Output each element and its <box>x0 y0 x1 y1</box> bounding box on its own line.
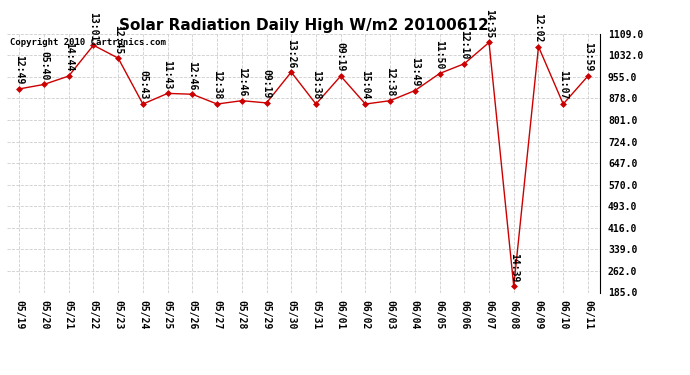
Text: 12:46: 12:46 <box>237 67 247 96</box>
Text: 12:49: 12:49 <box>14 56 24 85</box>
Text: 11:43: 11:43 <box>163 60 172 89</box>
Text: 14:44: 14:44 <box>63 42 74 72</box>
Text: 11:07: 11:07 <box>558 70 568 100</box>
Text: 12:38: 12:38 <box>385 67 395 96</box>
Text: 12:45: 12:45 <box>113 25 123 54</box>
Text: 15:04: 15:04 <box>360 70 371 100</box>
Text: 12:10: 12:10 <box>460 30 469 60</box>
Text: Copyright 2010 Cartronics.com: Copyright 2010 Cartronics.com <box>10 38 166 46</box>
Text: 12:38: 12:38 <box>212 70 222 100</box>
Text: 14:39: 14:39 <box>509 253 519 282</box>
Text: 13:26: 13:26 <box>286 39 296 68</box>
Text: 13:38: 13:38 <box>311 70 321 100</box>
Text: 12:02: 12:02 <box>533 13 544 42</box>
Text: 05:43: 05:43 <box>138 70 148 100</box>
Text: 13:01: 13:01 <box>88 12 99 41</box>
Text: 13:59: 13:59 <box>583 42 593 72</box>
Text: 11:50: 11:50 <box>435 40 444 69</box>
Text: 05:40: 05:40 <box>39 51 49 80</box>
Text: 14:35: 14:35 <box>484 9 494 38</box>
Text: 09:19: 09:19 <box>262 69 271 99</box>
Text: 09:19: 09:19 <box>336 42 346 72</box>
Text: 13:49: 13:49 <box>410 57 420 86</box>
Text: 12:46: 12:46 <box>188 61 197 90</box>
Title: Solar Radiation Daily High W/m2 20100612: Solar Radiation Daily High W/m2 20100612 <box>119 18 489 33</box>
